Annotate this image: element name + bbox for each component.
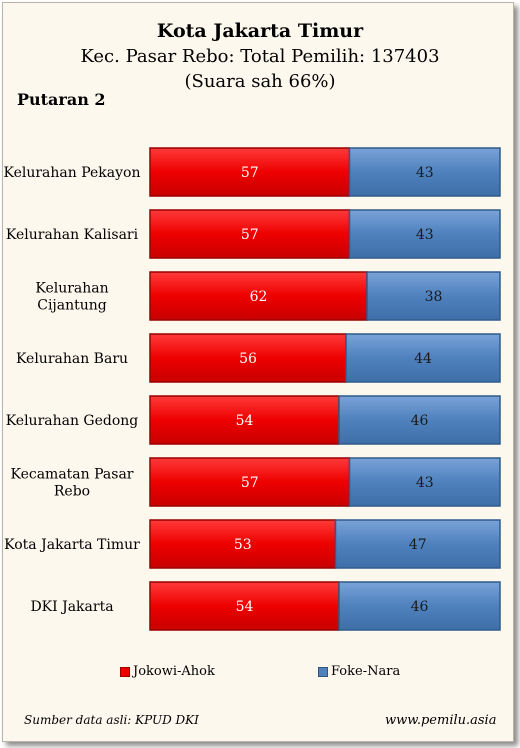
data-label-foke-nara-kelurahan-baru: 44 <box>414 351 432 367</box>
bar-foke-nara-kelurahan-kalisari <box>348 209 501 259</box>
bar-jokowi-ahok-kelurahan-cijantung <box>149 271 368 321</box>
legend-label-jokowi-ahok: Jokowi-Ahok <box>133 664 215 679</box>
website-link[interactable]: www.pemilu.asia <box>385 713 497 728</box>
data-label-jokowi-ahok-kota-jakarta-timur: 53 <box>234 537 252 553</box>
category-label-kecamatan-pasar-rebo: Kecamatan Pasar Rebo <box>11 467 134 500</box>
data-label-foke-nara-kelurahan-cijantung: 38 <box>425 289 443 305</box>
data-label-foke-nara-kelurahan-pekayon: 43 <box>416 165 434 181</box>
data-label-jokowi-ahok-kelurahan-cijantung: 62 <box>250 289 268 305</box>
legend-item-foke-nara: Foke-Nara <box>318 664 400 679</box>
bar-foke-nara-dki-jakarta <box>338 581 501 631</box>
bar-jokowi-ahok-kelurahan-baru <box>149 333 347 383</box>
data-label-jokowi-ahok-dki-jakarta: 54 <box>236 599 254 615</box>
bar-foke-nara-kelurahan-pekayon <box>348 147 501 197</box>
data-label-foke-nara-kelurahan-kalisari: 43 <box>416 227 434 243</box>
round-label: Putaran 2 <box>17 90 106 109</box>
bar-jokowi-ahok-kecamatan-pasar-rebo <box>149 457 351 507</box>
data-label-foke-nara-kecamatan-pasar-rebo: 43 <box>416 475 434 491</box>
data-label-foke-nara-dki-jakarta: 46 <box>411 599 429 615</box>
category-label-kota-jakarta-timur: Kota Jakarta Timur <box>4 537 140 553</box>
bar-foke-nara-kelurahan-gedong <box>338 395 501 445</box>
chart-subtitle: Kec. Pasar Rebo: Total Pemilih: 137403 <box>80 46 440 67</box>
category-label-dki-jakarta: DKI Jakarta <box>30 599 113 615</box>
category-label-kelurahan-cijantung: Kelurahan Cijantung <box>35 281 108 314</box>
bar-foke-nara-kecamatan-pasar-rebo <box>348 457 501 507</box>
data-label-foke-nara-kelurahan-gedong: 46 <box>411 413 429 429</box>
data-label-foke-nara-kota-jakarta-timur: 47 <box>409 537 427 553</box>
bar-foke-nara-kelurahan-baru <box>345 333 501 383</box>
legend-swatch-foke-nara <box>318 666 328 677</box>
category-label-kelurahan-gedong: Kelurahan Gedong <box>6 413 139 429</box>
data-label-jokowi-ahok-kelurahan-kalisari: 57 <box>241 227 259 243</box>
bar-jokowi-ahok-kelurahan-gedong <box>149 395 340 445</box>
data-label-jokowi-ahok-kecamatan-pasar-rebo: 57 <box>241 475 259 491</box>
legend-swatch-jokowi-ahok <box>120 666 130 677</box>
bar-jokowi-ahok-kelurahan-pekayon <box>149 147 351 197</box>
bar-foke-nara-kelurahan-cijantung <box>366 271 501 321</box>
source-note: Sumber data asli: KPUD DKI <box>24 713 199 727</box>
category-label-kelurahan-pekayon: Kelurahan Pekayon <box>4 165 141 181</box>
chart-title: Kota Jakarta Timur <box>156 20 364 42</box>
data-label-jokowi-ahok-kelurahan-gedong: 54 <box>236 413 254 429</box>
chart-subtitle-2: (Suara sah 66%) <box>184 71 336 92</box>
bar-jokowi-ahok-kota-jakarta-timur <box>149 519 337 569</box>
legend-item-jokowi-ahok: Jokowi-Ahok <box>120 664 215 679</box>
bar-jokowi-ahok-dki-jakarta <box>149 581 340 631</box>
data-label-jokowi-ahok-kelurahan-pekayon: 57 <box>241 165 259 181</box>
legend-label-foke-nara: Foke-Nara <box>331 664 401 679</box>
category-label-kelurahan-baru: Kelurahan Baru <box>16 351 128 367</box>
data-label-jokowi-ahok-kelurahan-baru: 56 <box>239 351 257 367</box>
bar-foke-nara-kota-jakarta-timur <box>334 519 501 569</box>
category-label-kelurahan-kalisari: Kelurahan Kalisari <box>6 227 139 243</box>
